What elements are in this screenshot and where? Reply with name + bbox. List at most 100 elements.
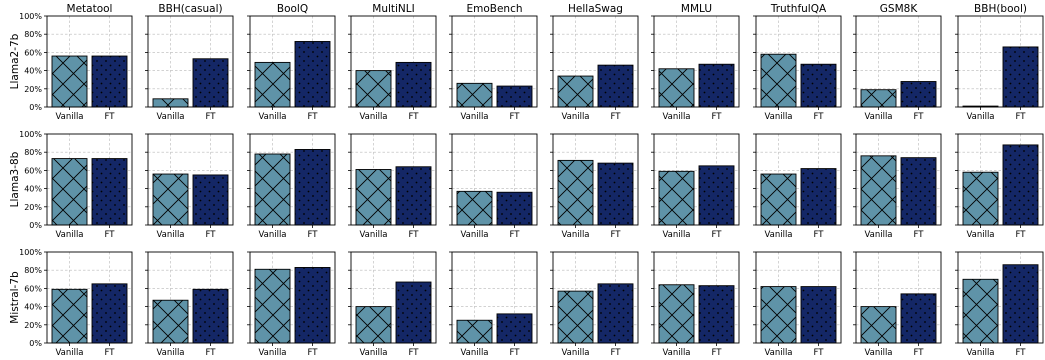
axes-frame bbox=[755, 251, 842, 344]
axes-frame bbox=[46, 251, 133, 344]
column-title: BBH(bool) bbox=[974, 3, 1027, 15]
bar-hatch bbox=[861, 306, 896, 343]
category-label: FT bbox=[409, 230, 420, 240]
bar-hatch bbox=[761, 286, 796, 343]
bar-hatch bbox=[1003, 144, 1038, 225]
bar-hatch bbox=[699, 64, 734, 107]
bar-hatch bbox=[193, 174, 228, 225]
column-title: TruthfulQA bbox=[770, 3, 827, 15]
y-tick-label: 0% bbox=[29, 103, 42, 112]
row-label: Mistral-7b bbox=[9, 271, 21, 324]
bar-hatch bbox=[659, 284, 694, 343]
bar-hatch bbox=[901, 293, 936, 343]
column-title: EmoBench bbox=[466, 3, 522, 15]
column-title: BBH(casual) bbox=[158, 3, 222, 15]
category-label: Vanilla bbox=[258, 112, 286, 122]
bar-hatch bbox=[193, 58, 228, 107]
bar-hatch bbox=[659, 68, 694, 107]
subplot: Vanilla FT bbox=[651, 133, 740, 240]
category-label: Vanilla bbox=[966, 348, 994, 358]
y-tick-label: 40% bbox=[24, 303, 42, 312]
bar-hatch bbox=[295, 149, 330, 225]
bar-hatch bbox=[52, 56, 87, 107]
category-label: FT bbox=[914, 348, 925, 358]
category-label: Vanilla bbox=[966, 112, 994, 122]
category-label: FT bbox=[105, 112, 116, 122]
category-label: FT bbox=[814, 348, 825, 358]
column-title: Metatool bbox=[67, 3, 113, 15]
bar-hatch bbox=[801, 64, 836, 107]
bar-hatch bbox=[193, 289, 228, 343]
bar-hatch bbox=[699, 165, 734, 225]
bar-hatch bbox=[1003, 264, 1038, 343]
axes-frame bbox=[552, 15, 639, 108]
category-label: Vanilla bbox=[460, 348, 488, 358]
category-label: FT bbox=[712, 230, 723, 240]
category-label: Vanilla bbox=[55, 230, 83, 240]
bar-hatch bbox=[558, 76, 593, 107]
bar-hatch bbox=[92, 56, 127, 107]
category-label: Vanilla bbox=[156, 230, 184, 240]
category-label: Vanilla bbox=[258, 230, 286, 240]
bar-hatch bbox=[598, 65, 633, 107]
axes-frame bbox=[855, 133, 942, 226]
axes-frame bbox=[957, 15, 1044, 108]
axes-frame bbox=[755, 15, 842, 108]
bar-hatch bbox=[457, 83, 492, 107]
subplot: GSM8K Vanilla FT bbox=[853, 3, 942, 122]
y-tick-label: 0% bbox=[29, 339, 42, 348]
bar-hatch bbox=[295, 41, 330, 108]
category-label: Vanilla bbox=[662, 112, 690, 122]
bar-hatch bbox=[801, 168, 836, 225]
bar-hatch bbox=[963, 172, 998, 225]
column-title: HellaSwag bbox=[568, 3, 623, 15]
subplot: Vanilla FT bbox=[853, 133, 942, 240]
category-label: FT bbox=[510, 230, 521, 240]
bar-hatch bbox=[963, 279, 998, 343]
column-title: BoolQ bbox=[277, 3, 308, 15]
category-label: FT bbox=[409, 112, 420, 122]
category-label: Vanilla bbox=[258, 348, 286, 358]
column-title: GSM8K bbox=[880, 3, 919, 15]
y-tick-label: 20% bbox=[24, 85, 42, 94]
bar-hatch bbox=[1003, 46, 1038, 107]
category-label: FT bbox=[611, 230, 622, 240]
axes-frame bbox=[451, 133, 538, 226]
bar-hatch bbox=[396, 166, 431, 225]
category-label: FT bbox=[409, 348, 420, 358]
category-label: Vanilla bbox=[359, 348, 387, 358]
bar-hatch bbox=[457, 191, 492, 225]
category-label: FT bbox=[611, 112, 622, 122]
bar-hatch bbox=[497, 192, 532, 225]
category-label: Vanilla bbox=[561, 112, 589, 122]
bar-hatch bbox=[457, 320, 492, 343]
subplot-grid: Llama2-7b Metatool 0% 20% 40% 60% 80% 100% Vanil… bbox=[9, 3, 1044, 358]
category-label: FT bbox=[105, 348, 116, 358]
bar-hatch bbox=[52, 158, 87, 225]
subplot: Vanilla FT bbox=[550, 133, 639, 240]
y-tick-label: 80% bbox=[24, 148, 42, 157]
subplot: MMLU Vanilla FT bbox=[651, 3, 740, 122]
category-label: FT bbox=[712, 348, 723, 358]
bar-hatch bbox=[801, 286, 836, 343]
axes-frame bbox=[350, 133, 437, 226]
bar-hatch bbox=[356, 306, 391, 343]
bar-hatch bbox=[295, 267, 330, 343]
category-label: Vanilla bbox=[662, 348, 690, 358]
category-label: Vanilla bbox=[864, 112, 892, 122]
category-label: Vanilla bbox=[460, 112, 488, 122]
y-tick-label: 60% bbox=[24, 284, 42, 293]
subplot: Vanilla FT bbox=[145, 133, 234, 240]
bar-hatch bbox=[356, 169, 391, 225]
axes-frame bbox=[957, 133, 1044, 226]
category-label: FT bbox=[206, 230, 217, 240]
subplot: 0% 20% 40% 60% 80% 100% Vanilla FT bbox=[19, 248, 133, 358]
axes-frame bbox=[451, 251, 538, 344]
subplot: Vanilla FT bbox=[753, 251, 842, 358]
subplot: Vanilla FT bbox=[955, 133, 1044, 240]
axes-frame bbox=[147, 251, 234, 344]
bar-hatch bbox=[861, 89, 896, 107]
bar-hatch bbox=[963, 106, 998, 107]
bar-hatch bbox=[153, 98, 188, 107]
